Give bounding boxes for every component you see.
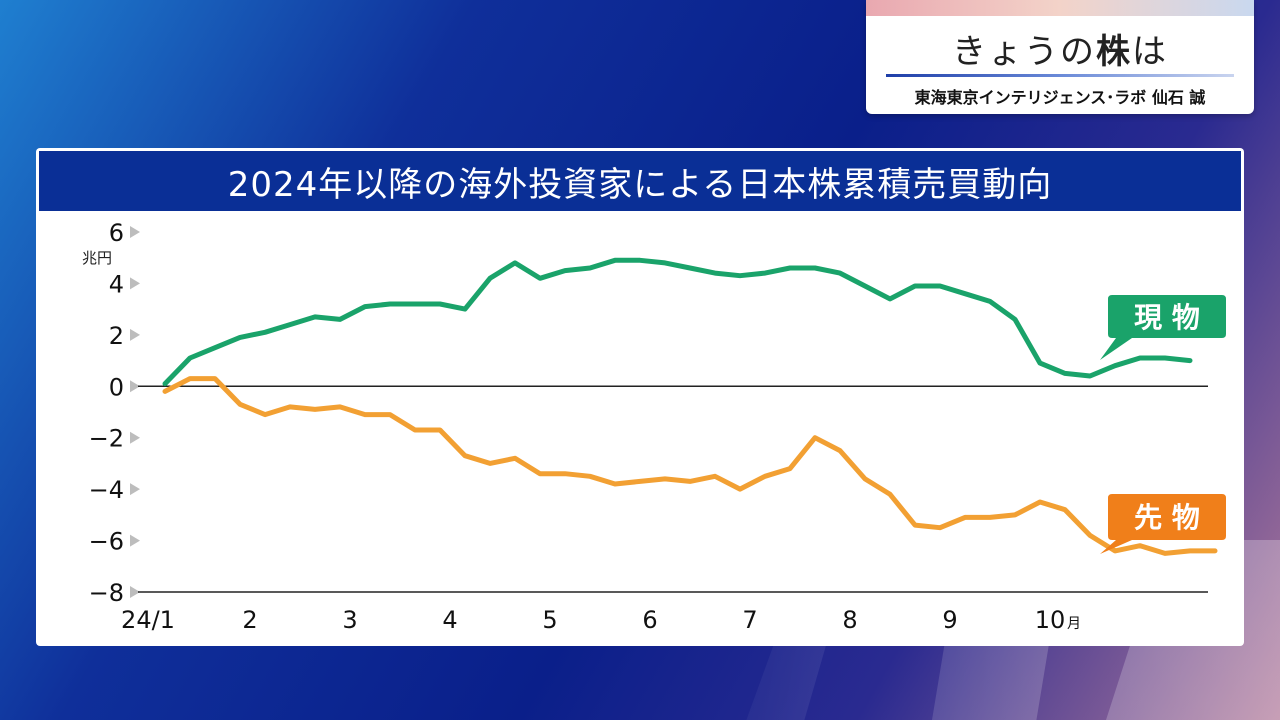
- y-tick-label: 6: [109, 219, 124, 247]
- x-tick-label: 10: [1035, 606, 1066, 634]
- x-tick-label: 6: [642, 606, 657, 634]
- title-card-accent: [866, 0, 1254, 16]
- series-line-genbutsu: [162, 257, 1193, 387]
- y-tick-marker: [130, 226, 140, 238]
- segment-title-prefix: きょうの: [952, 32, 1096, 72]
- x-tick-label: 5: [542, 606, 557, 634]
- y-tick-label: 0: [109, 373, 124, 401]
- y-tick-marker: [130, 431, 140, 444]
- y-tick-marker: [130, 483, 140, 496]
- y-tick-label: −8: [89, 579, 124, 607]
- sakimono-callout: 先 物: [1100, 494, 1226, 554]
- y-tick-label: 2: [109, 322, 124, 350]
- segment-title-card: きょうの株は 東海東京インテリジェンス･ラボ 仙石 誠: [866, 0, 1254, 114]
- x-tick-label: 2: [242, 606, 257, 634]
- x-tick-label: 4: [442, 606, 457, 634]
- y-axis: 6 4 2 0 −2 −4 −6 −8: [89, 219, 140, 607]
- y-tick-marker: [130, 586, 140, 598]
- y-tick-label: −4: [89, 476, 124, 504]
- y-tick-marker: [130, 380, 140, 393]
- genbutsu-label: 現 物: [1134, 301, 1200, 334]
- y-tick-marker: [130, 277, 140, 290]
- title-divider: [886, 74, 1234, 77]
- commentator-name: 東海東京インテリジェンス･ラボ 仙石 誠: [914, 88, 1206, 107]
- x-axis: 24/1 2 3 4 5 6 7 8 9 10 月: [121, 606, 1081, 634]
- x-unit-label: 月: [1067, 616, 1081, 632]
- x-tick-label: 24/1: [121, 606, 175, 634]
- x-tick-label: 7: [742, 606, 757, 634]
- segment-title-bold: 株: [1096, 32, 1132, 72]
- series-line-sakimono: [162, 376, 1218, 556]
- sakimono-label: 先 物: [1134, 501, 1200, 534]
- chart-title: 2024年以降の海外投資家による日本株累積売買動向: [39, 151, 1241, 211]
- y-tick-label: −2: [89, 425, 124, 453]
- segment-title: きょうの株は: [866, 24, 1254, 73]
- chart-panel: 2024年以降の海外投資家による日本株累積売買動向: [36, 148, 1244, 646]
- x-tick-label: 3: [342, 606, 357, 634]
- x-tick-label: 8: [842, 606, 857, 634]
- segment-title-suffix: は: [1132, 32, 1168, 72]
- y-tick-marker: [130, 328, 140, 341]
- genbutsu-callout: 現 物: [1100, 295, 1226, 360]
- y-tick-label: 4: [109, 270, 124, 298]
- y-tick-label: −6: [89, 528, 124, 556]
- y-tick-marker: [130, 534, 140, 547]
- y-axis-unit: 兆円: [82, 249, 112, 267]
- x-tick-label: 9: [942, 606, 957, 634]
